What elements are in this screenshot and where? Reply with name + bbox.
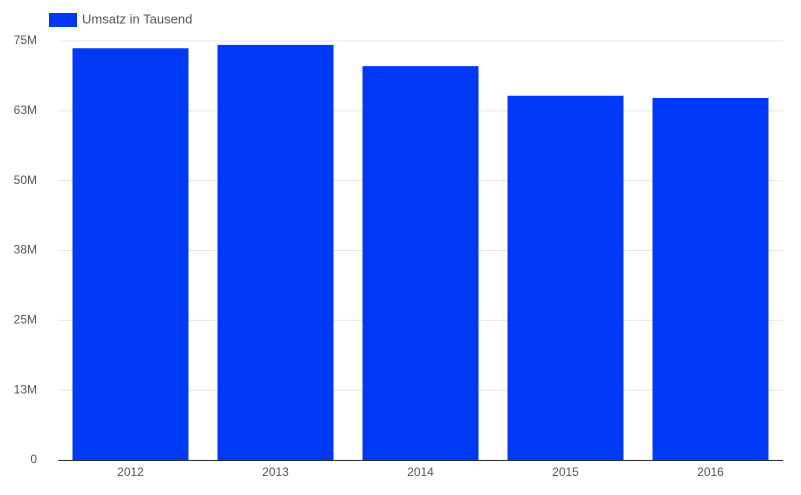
x-tick-label: 2013 [262, 465, 289, 479]
y-tick-label: 13M [14, 382, 37, 396]
bar [72, 48, 189, 460]
legend-label: Umsatz in Tausend [82, 11, 192, 26]
y-tick-label: 0 [30, 452, 37, 466]
x-tick-label: 2016 [697, 465, 724, 479]
y-tick-label: 50M [14, 173, 37, 187]
y-tick-label: 63M [14, 103, 37, 117]
bar [217, 44, 334, 460]
x-tick-label: 2015 [552, 465, 579, 479]
x-tick-label: 2012 [117, 465, 144, 479]
x-tick-label: 2014 [407, 465, 434, 479]
bar [362, 66, 479, 460]
y-tick-label: 38M [14, 243, 37, 257]
bar [652, 97, 769, 460]
bar [507, 95, 624, 461]
y-tick-label: 25M [14, 313, 37, 327]
legend-swatch [49, 13, 77, 27]
y-tick-label: 75M [14, 33, 37, 47]
